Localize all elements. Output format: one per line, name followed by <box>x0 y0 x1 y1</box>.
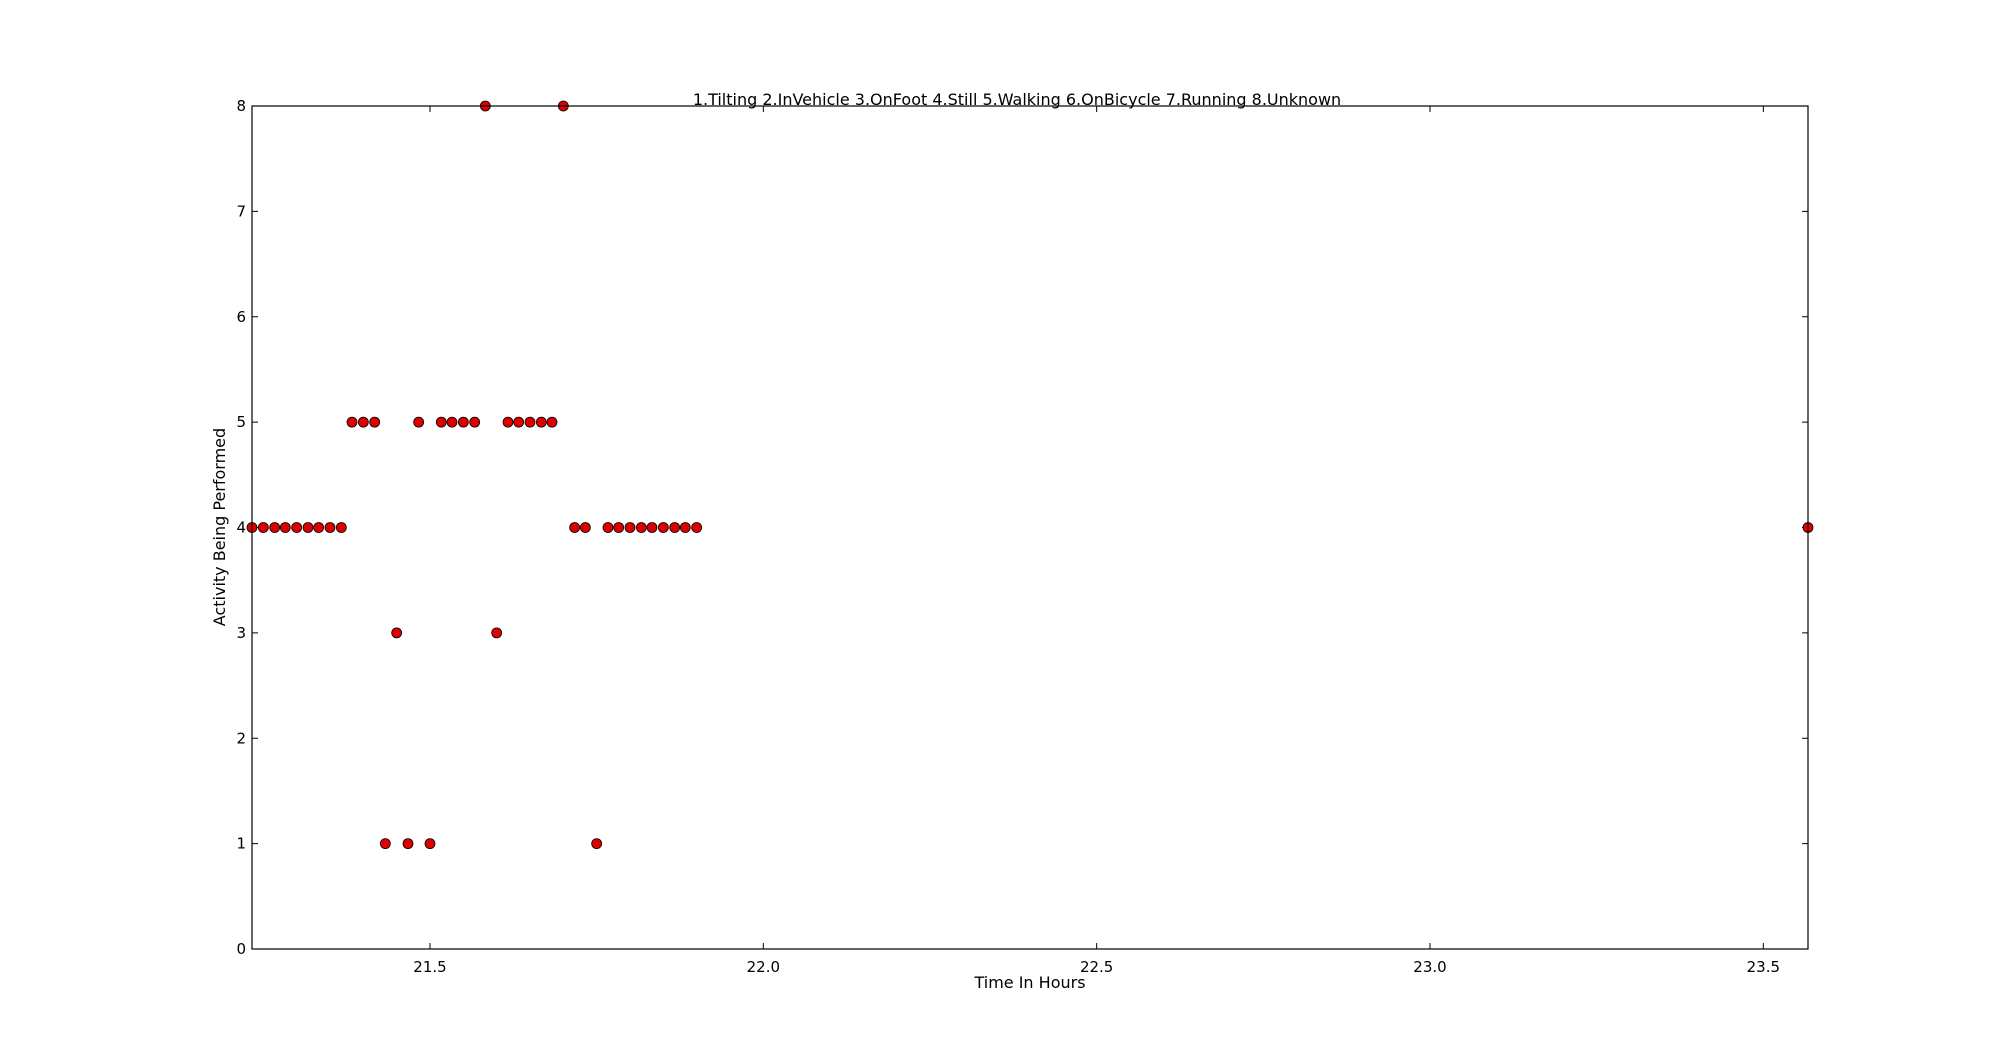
data-point <box>524 416 536 428</box>
data-point <box>469 416 481 428</box>
data-point <box>279 522 291 533</box>
data-point <box>535 416 547 428</box>
y-tick-label: 0 <box>236 940 246 958</box>
y-tick-label: 8 <box>236 97 246 115</box>
data-point <box>602 522 614 533</box>
data-point <box>446 416 458 428</box>
data-point <box>679 522 691 533</box>
x-tick-label: 23.0 <box>1413 958 1446 976</box>
data-point <box>691 522 703 533</box>
data-point <box>569 522 581 533</box>
chart-title: 1.Tilting 2.InVehicle 3.OnFoot 4.Still 5… <box>693 90 1341 109</box>
data-point <box>324 522 336 533</box>
data-point <box>513 416 525 428</box>
data-point <box>502 416 514 428</box>
x-tick-label: 23.5 <box>1747 958 1780 976</box>
y-axis-label: Activity Being Performed <box>210 428 229 626</box>
y-tick-label: 4 <box>236 519 246 537</box>
data-point <box>391 627 403 639</box>
data-point <box>313 522 325 533</box>
data-point <box>402 838 414 850</box>
data-point <box>291 522 303 533</box>
data-point <box>579 522 591 533</box>
data-point <box>624 522 636 533</box>
data-point <box>457 416 469 428</box>
data-point <box>424 838 436 850</box>
data-point <box>657 522 669 533</box>
data-point <box>269 522 281 533</box>
data-point <box>357 416 369 428</box>
data-point <box>413 416 425 428</box>
data-point <box>591 838 603 850</box>
x-axis-label: Time In Hours <box>973 973 1085 992</box>
y-tick-label: 6 <box>236 308 246 326</box>
data-point <box>302 522 314 533</box>
x-tick-label: 21.5 <box>413 958 446 976</box>
axis-ticks: 21.5 22.0 22.5 23.0 23.5 0 1 2 3 4 5 6 7 8 <box>236 97 1808 976</box>
x-tick-label: 22.5 <box>1080 958 1113 976</box>
y-tick-label: 3 <box>236 624 246 642</box>
y-tick-label: 2 <box>236 729 246 747</box>
data-point <box>335 522 347 533</box>
data-points <box>246 100 1814 850</box>
data-point <box>546 416 558 428</box>
y-tick-label: 1 <box>236 835 246 853</box>
data-point <box>646 522 658 533</box>
data-point <box>346 416 358 428</box>
plot-frame <box>251 105 1809 950</box>
y-tick-label: 7 <box>236 202 246 220</box>
y-tick-label: 5 <box>236 413 246 431</box>
data-point <box>613 522 625 533</box>
data-point <box>257 522 269 533</box>
data-point <box>635 522 647 533</box>
data-point <box>369 416 381 428</box>
data-point <box>379 838 391 850</box>
data-point <box>491 627 503 639</box>
x-tick-label: 22.0 <box>747 958 780 976</box>
data-point <box>435 416 447 428</box>
data-point <box>669 522 681 533</box>
